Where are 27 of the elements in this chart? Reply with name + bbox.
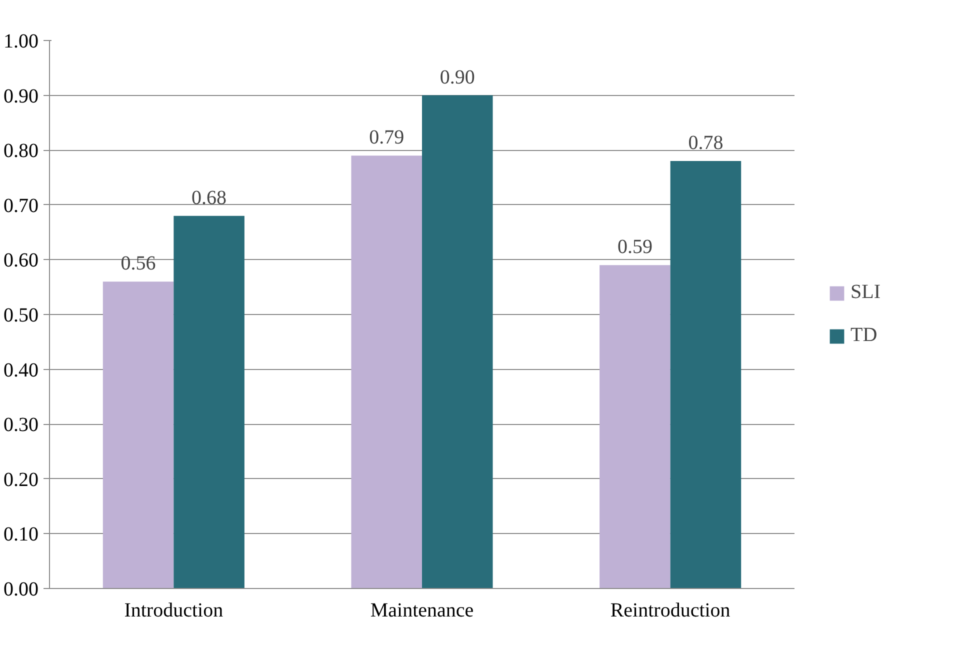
legend-label: SLI: [850, 281, 880, 304]
data-label: 0.79: [369, 126, 404, 149]
y-tick-label: 0.10: [4, 524, 38, 546]
data-label: 0.59: [617, 236, 652, 258]
x-tick-label: Reintroduction: [610, 600, 730, 622]
x-tick-label: Maintenance: [370, 600, 474, 622]
y-tick-label: 0.00: [4, 578, 38, 600]
y-tick-label: 0.60: [4, 250, 38, 272]
y-tick-label: 0.20: [4, 468, 38, 491]
bar: [174, 216, 244, 588]
y-tick-label: 1.00: [4, 30, 38, 52]
y-tick-label: 0.50: [4, 304, 38, 326]
y-tick-label: 0.30: [4, 414, 38, 436]
bar: [102, 282, 174, 588]
legend-label: TD: [850, 324, 878, 347]
data-label: 0.68: [192, 186, 227, 209]
data-label: 0.78: [688, 132, 724, 154]
bar: [670, 161, 742, 588]
y-tick-label: 0.80: [4, 140, 38, 162]
bar: [422, 95, 493, 588]
data-label: 0.90: [440, 66, 475, 88]
y-tick-label: 0.70: [4, 194, 38, 217]
bar: [600, 265, 670, 588]
y-tick-label: 0.90: [4, 85, 38, 108]
bar: [351, 156, 422, 588]
y-tick-label: 0.40: [4, 359, 38, 382]
x-tick-label: Introduction: [124, 600, 224, 622]
